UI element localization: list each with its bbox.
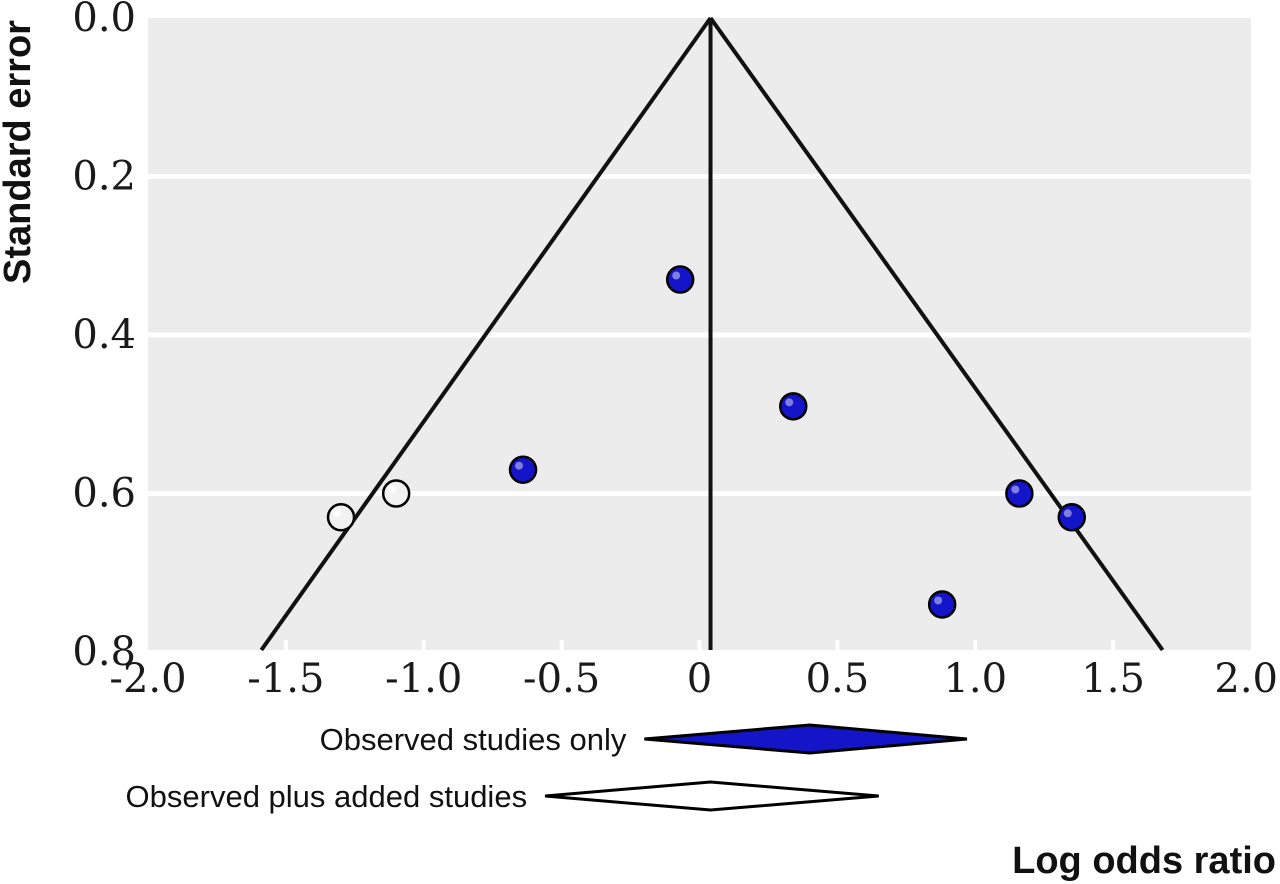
added-study-point-0 — [326, 503, 356, 532]
summary-diamond-1: Observed plus added studies — [126, 779, 879, 814]
x-tick-label-8: 2.0 — [1214, 656, 1278, 702]
x-tick-label-7: 1.5 — [1081, 656, 1145, 702]
x-tick-label-4: 0 — [687, 656, 712, 702]
x-tick-label-3: -0.5 — [523, 656, 600, 702]
summary-diamonds: Observed studies only Observed plus added… — [126, 722, 968, 814]
diamond-shape — [644, 723, 968, 755]
point-highlight — [785, 398, 794, 407]
funnel-left-edge — [259, 16, 713, 652]
point-marker — [1057, 503, 1087, 532]
added-study-point-1 — [381, 479, 411, 508]
x-axis-tick-labels: -2.0 -1.5 -1.0 -0.5 0 0.5 1.0 1.5 2.0 — [109, 656, 1278, 702]
point-marker — [1005, 479, 1034, 508]
y-tick-label-0: 0.0 — [72, 0, 136, 41]
y-axis-title: Standard error — [0, 20, 39, 284]
observed-study-point-4 — [1057, 503, 1087, 532]
point-marker — [326, 503, 356, 532]
x-axis-ticks — [283, 640, 1116, 650]
funnel-right-edge — [708, 16, 1165, 652]
x-tick-label-1: -1.5 — [247, 656, 324, 702]
point-marker — [779, 392, 808, 421]
point-highlight — [672, 271, 681, 280]
summary-diamond-0: Observed studies only — [320, 722, 968, 757]
x-tick-label-5: 0.5 — [806, 656, 870, 702]
observed-study-point-1 — [779, 392, 808, 421]
study-points — [326, 265, 1087, 619]
point-highlight — [388, 485, 397, 494]
x-tick-label-0: -2.0 — [109, 656, 186, 702]
point-highlight — [515, 461, 524, 470]
funnel-lines — [259, 16, 1165, 652]
point-highlight — [333, 509, 342, 518]
diamond-label: Observed studies only — [320, 722, 627, 757]
point-highlight — [1063, 509, 1072, 518]
point-marker — [508, 455, 538, 484]
point-highlight — [1011, 485, 1020, 494]
observed-study-point-0 — [665, 265, 695, 294]
diamond-shape — [544, 780, 879, 812]
point-marker — [381, 479, 411, 508]
observed-study-point-3 — [1005, 479, 1034, 508]
y-tick-label-2: 0.4 — [72, 312, 136, 358]
point-highlight — [934, 596, 943, 605]
x-axis-title: Log odds ratio — [1012, 840, 1276, 882]
y-tick-label-3: 0.6 — [72, 471, 136, 517]
x-tick-label-6: 1.0 — [943, 656, 1007, 702]
y-tick-label-4: 0.8 — [72, 629, 136, 675]
point-marker — [665, 265, 695, 294]
x-tick-label-2: -1.0 — [385, 656, 462, 702]
gridlines — [148, 174, 1251, 496]
y-axis-tick-labels: 0.0 0.2 0.4 0.6 0.8 — [72, 0, 136, 675]
point-marker — [927, 590, 957, 619]
observed-study-point-2 — [508, 455, 538, 484]
observed-study-point-5 — [927, 590, 957, 619]
y-tick-label-1: 0.2 — [72, 154, 136, 200]
diamond-label: Observed plus added studies — [126, 779, 528, 814]
